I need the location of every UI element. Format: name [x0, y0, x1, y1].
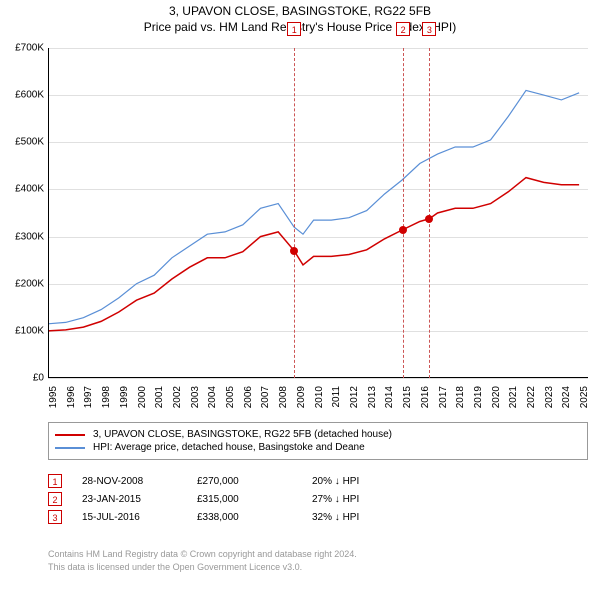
x-tick-label: 2000	[137, 386, 148, 408]
sale-number-box: 3	[48, 510, 62, 524]
sale-date: 23-JAN-2015	[82, 494, 197, 505]
attribution: Contains HM Land Registry data © Crown c…	[48, 548, 588, 573]
y-tick-label: £700K	[15, 43, 44, 54]
sale-marker-box: 1	[287, 22, 301, 36]
attribution-line2: This data is licensed under the Open Gov…	[48, 561, 588, 574]
x-tick-label: 1995	[48, 386, 59, 408]
plot-area: 123	[48, 48, 588, 378]
sale-row: 1 28-NOV-2008£270,00020% ↓ HPI	[48, 474, 588, 488]
sale-marker-line	[403, 48, 404, 378]
x-tick-label: 1998	[101, 386, 112, 408]
x-tick-label: 2023	[544, 386, 555, 408]
x-axis-line	[48, 377, 588, 378]
x-tick-label: 2008	[278, 386, 289, 408]
sale-price: £270,000	[197, 476, 312, 487]
legend: 3, UPAVON CLOSE, BASINGSTOKE, RG22 5FB (…	[48, 422, 588, 460]
y-tick-label: £400K	[15, 184, 44, 195]
sale-number-box: 1	[48, 474, 62, 488]
x-tick-label: 2007	[260, 386, 271, 408]
sale-date: 28-NOV-2008	[82, 476, 197, 487]
x-tick-label: 1999	[119, 386, 130, 408]
legend-label: 3, UPAVON CLOSE, BASINGSTOKE, RG22 5FB (…	[93, 429, 392, 440]
gridline	[48, 378, 588, 379]
y-tick-label: £0	[33, 373, 44, 384]
x-tick-label: 2014	[384, 386, 395, 408]
x-tick-label: 2013	[367, 386, 378, 408]
y-tick-label: £200K	[15, 278, 44, 289]
y-tick-label: £600K	[15, 90, 44, 101]
x-tick-label: 2004	[207, 386, 218, 408]
sale-marker-box: 3	[422, 22, 436, 36]
y-tick-label: £100K	[15, 325, 44, 336]
sale-delta: 32% ↓ HPI	[312, 512, 427, 523]
x-tick-label: 2005	[225, 386, 236, 408]
sale-number-box: 2	[48, 492, 62, 506]
x-tick-label: 1997	[83, 386, 94, 408]
x-tick-label: 2011	[331, 386, 342, 408]
sale-price: £338,000	[197, 512, 312, 523]
x-tick-label: 2021	[508, 386, 519, 408]
legend-row: HPI: Average price, detached house, Basi…	[55, 442, 581, 453]
legend-label: HPI: Average price, detached house, Basi…	[93, 442, 365, 453]
legend-row: 3, UPAVON CLOSE, BASINGSTOKE, RG22 5FB (…	[55, 429, 581, 440]
x-tick-label: 2018	[455, 386, 466, 408]
x-tick-label: 2010	[314, 386, 325, 408]
title-address: 3, UPAVON CLOSE, BASINGSTOKE, RG22 5FB	[0, 4, 600, 18]
x-tick-label: 2012	[349, 386, 360, 408]
legend-swatch	[55, 447, 85, 449]
chart-svg	[48, 48, 588, 378]
y-axis-line	[48, 48, 49, 378]
x-tick-label: 2006	[243, 386, 254, 408]
y-tick-label: £500K	[15, 137, 44, 148]
x-tick-label: 2002	[172, 386, 183, 408]
x-tick-label: 2001	[154, 386, 165, 408]
sale-date: 15-JUL-2016	[82, 512, 197, 523]
legend-swatch	[55, 434, 85, 436]
x-tick-label: 1996	[66, 386, 77, 408]
y-axis: £0£100K£200K£300K£400K£500K£600K£700K	[0, 48, 46, 378]
x-tick-label: 2009	[296, 386, 307, 408]
x-tick-label: 2015	[402, 386, 413, 408]
sale-row: 2 23-JAN-2015£315,00027% ↓ HPI	[48, 492, 588, 506]
x-tick-label: 2020	[491, 386, 502, 408]
sale-price: £315,000	[197, 494, 312, 505]
sale-row: 3 15-JUL-2016£338,00032% ↓ HPI	[48, 510, 588, 524]
x-tick-label: 2022	[526, 386, 537, 408]
x-tick-label: 2019	[473, 386, 484, 408]
sale-delta: 27% ↓ HPI	[312, 494, 427, 505]
x-axis: 1995 1996 1997 1998 1999 2000 2001 2002 2003 2004…	[48, 382, 588, 422]
x-tick-label: 2003	[190, 386, 201, 408]
series-hpi	[48, 90, 579, 323]
chart-container: 3, UPAVON CLOSE, BASINGSTOKE, RG22 5FB P…	[0, 0, 600, 590]
sale-dot	[425, 215, 433, 223]
sale-dot	[399, 226, 407, 234]
x-tick-label: 2016	[420, 386, 431, 408]
y-tick-label: £300K	[15, 231, 44, 242]
x-tick-label: 2024	[561, 386, 572, 408]
sale-delta: 20% ↓ HPI	[312, 476, 427, 487]
sale-marker-box: 2	[396, 22, 410, 36]
x-tick-label: 2017	[438, 386, 449, 408]
sale-dot	[290, 247, 298, 255]
sales-table: 1 28-NOV-2008£270,00020% ↓ HPI 2 23-JAN-201…	[48, 470, 588, 528]
sale-marker-line	[294, 48, 295, 378]
x-tick-label: 2025	[579, 386, 590, 408]
sale-marker-line	[429, 48, 430, 378]
attribution-line1: Contains HM Land Registry data © Crown c…	[48, 548, 588, 561]
series-price_paid	[48, 178, 579, 331]
